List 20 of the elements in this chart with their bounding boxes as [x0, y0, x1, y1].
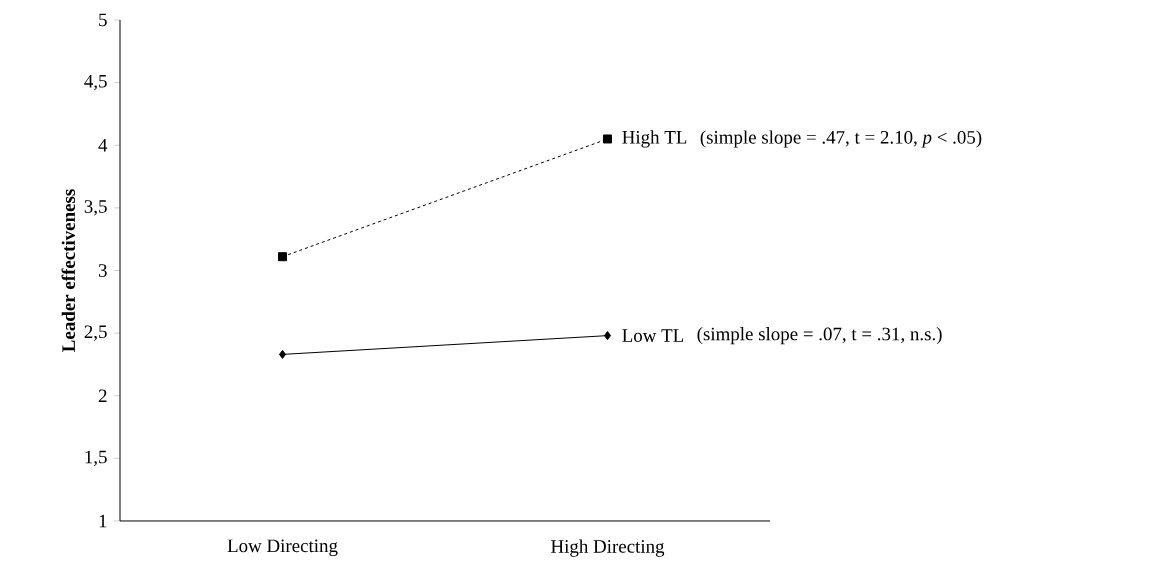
- y-tick-label: 2,5: [84, 325, 107, 341]
- x-tick-label: Low Directing: [227, 539, 338, 557]
- series-label: Low TL: [622, 329, 684, 342]
- annotation: (simple slope = .07, t = .31, n.s.): [697, 327, 942, 345]
- y-tick-label: 3,5: [84, 200, 107, 216]
- point: [603, 134, 613, 144]
- y-tick-label: 4: [98, 139, 108, 152]
- annotation: (simple slope = .47, t = 2.10, p < .05): [700, 130, 982, 148]
- y-tick-label: 4,5: [84, 74, 107, 91]
- series-label: High TL: [622, 130, 687, 148]
- y-tick-label: 2: [98, 389, 107, 402]
- y-axis-title: Leader effectiveness: [61, 189, 76, 352]
- point: [278, 252, 288, 262]
- y-tick-label: 1,5: [85, 450, 107, 467]
- y-tick-label: 5: [99, 13, 107, 27]
- point: [279, 349, 287, 359]
- point: [604, 331, 612, 341]
- y-tick-label: 3: [98, 264, 107, 277]
- x-tick-label: High Directing: [551, 539, 665, 557]
- y-tick-label: 1: [99, 514, 107, 528]
